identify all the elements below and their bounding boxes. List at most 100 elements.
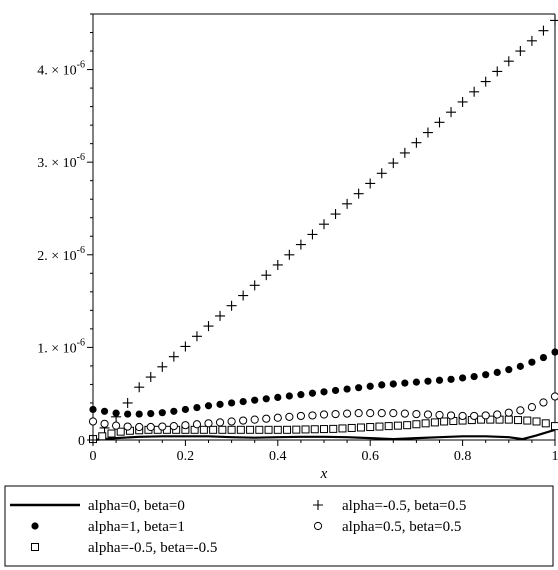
data-point (296, 411, 305, 421)
data-point (308, 411, 317, 420)
data-point (541, 419, 550, 428)
data-point (469, 86, 480, 97)
data-point (285, 412, 294, 421)
data-point (204, 419, 213, 428)
data-point (262, 395, 270, 403)
data-point (111, 411, 122, 422)
y-tick-label: 2. × 10-6 (37, 245, 85, 264)
data-point (421, 419, 430, 428)
y-tick-label: 0 (78, 434, 85, 449)
data-point (435, 376, 444, 384)
data-point (493, 410, 502, 419)
data-point (297, 391, 305, 399)
data-point (504, 408, 513, 417)
data-point (434, 117, 445, 128)
data-point (528, 358, 536, 366)
data-point (532, 417, 541, 426)
data-point (366, 423, 375, 432)
data-point (319, 410, 329, 419)
data-point (88, 435, 98, 445)
data-point (320, 388, 328, 396)
data-point (355, 384, 363, 392)
y-tick-label: 3. × 10-6 (37, 152, 85, 171)
data-point (401, 379, 409, 387)
data-point (295, 239, 306, 250)
data-point (389, 409, 398, 418)
data-point (122, 397, 133, 408)
y-tick-exponent: -6 (77, 60, 85, 71)
data-point (158, 409, 166, 417)
data-point (440, 417, 449, 426)
data-point (135, 422, 144, 432)
data-point (331, 409, 340, 419)
data-point (147, 410, 155, 418)
data-point (527, 403, 537, 412)
y-tick-exponent: -6 (77, 337, 85, 348)
legend-item: alpha=0, beta=0 (10, 498, 185, 514)
data-point (470, 372, 478, 381)
data-point (204, 402, 213, 410)
data-point (158, 422, 167, 431)
data-point (199, 425, 208, 434)
data-point (135, 410, 143, 418)
x-tick-label: 0.2 (177, 449, 195, 464)
data-point (228, 399, 236, 407)
legend-item: alpha=-0.5, beta=0.5 (313, 498, 466, 514)
data-point (504, 415, 513, 424)
series-3 (88, 15, 558, 445)
data-point (239, 416, 248, 425)
data-point (514, 416, 523, 425)
x-tick-label: 0.6 (361, 449, 379, 464)
data-point (493, 368, 501, 376)
data-point (107, 429, 116, 438)
y-tick-label: 1. × 10-6 (37, 337, 85, 356)
data-point (227, 425, 236, 434)
data-point (551, 348, 558, 356)
data-point (284, 249, 295, 260)
data-point (435, 410, 444, 420)
y-tick-exponent: -6 (77, 245, 85, 256)
data-point (539, 353, 548, 362)
data-point (98, 432, 107, 441)
data-point (459, 374, 467, 382)
data-point (310, 425, 319, 434)
data-point (274, 393, 282, 401)
x-tick-label: 0.4 (269, 449, 287, 464)
data-point (273, 413, 282, 422)
data-point (124, 410, 132, 418)
data-point (88, 417, 98, 426)
data-point (209, 425, 218, 434)
x-axis-title: x (320, 466, 328, 482)
data-point (100, 419, 109, 428)
data-point (145, 372, 156, 383)
data-point (181, 421, 190, 430)
data-point (378, 381, 386, 389)
data-point (218, 425, 227, 434)
data-point (492, 66, 503, 77)
data-point (523, 416, 532, 425)
legend-symbol (31, 543, 39, 551)
data-point (412, 409, 421, 419)
data-point (538, 25, 549, 36)
data-point (203, 321, 214, 332)
data-point (123, 422, 132, 431)
legend-symbol (313, 500, 323, 510)
data-point (356, 423, 365, 432)
data-point (486, 415, 495, 424)
data-point (89, 405, 97, 414)
data-point (354, 409, 363, 418)
data-point (227, 417, 236, 426)
data-point (516, 362, 524, 370)
data-point (343, 385, 351, 393)
data-point (550, 15, 558, 26)
x-tick-label: 0 (90, 449, 97, 464)
data-point (447, 375, 455, 383)
data-point (366, 382, 374, 390)
data-point (157, 361, 168, 372)
data-point (353, 188, 364, 199)
data-point (168, 351, 179, 362)
data-point (446, 411, 456, 420)
data-point (399, 147, 410, 158)
data-point (342, 198, 353, 209)
data-point (551, 422, 558, 431)
